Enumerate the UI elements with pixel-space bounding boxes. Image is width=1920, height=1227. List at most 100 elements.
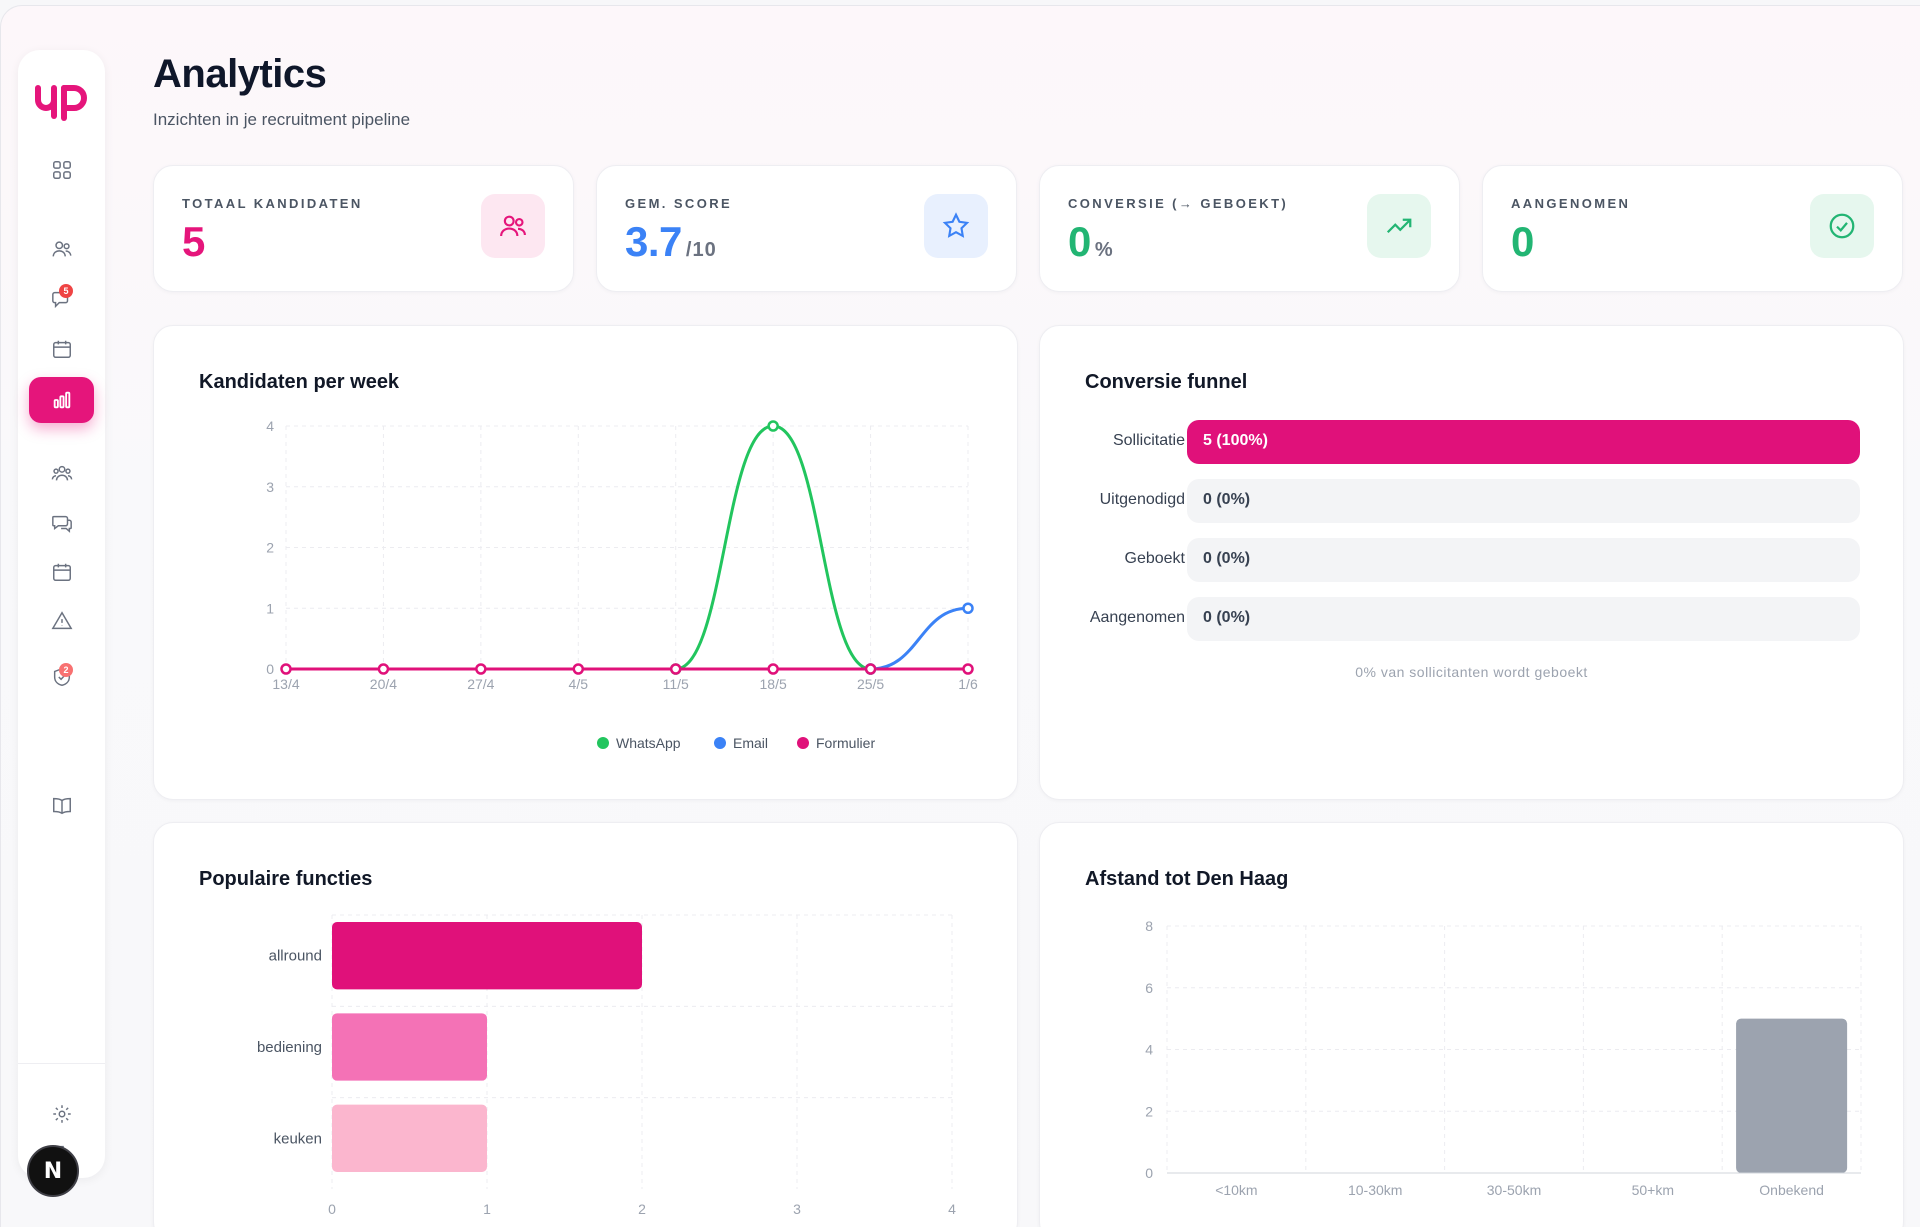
verified-badge: 2	[59, 663, 73, 677]
funnel-fill	[1187, 420, 1860, 464]
data-point	[962, 663, 974, 675]
legend-swatch	[597, 737, 609, 749]
users-icon	[481, 194, 545, 258]
x-tick-label: 0	[328, 1201, 336, 1217]
data-point	[767, 420, 779, 432]
legend-label: Formulier	[816, 735, 875, 751]
bar	[1736, 1018, 1848, 1173]
funnel-row: Aangenomen 0 (0%)	[1040, 597, 1903, 641]
analytics-icon[interactable]	[29, 377, 94, 423]
stat-value: 3.7/10	[625, 218, 717, 265]
legend-label: WhatsApp	[616, 735, 681, 751]
trending-up-icon	[1367, 194, 1431, 258]
legend-label: Email	[733, 735, 768, 751]
page-title: Analytics	[153, 52, 327, 96]
x-tick-label: 30-50km	[1487, 1182, 1541, 1198]
legend-swatch	[797, 737, 809, 749]
data-point	[572, 663, 585, 675]
candidates-icon[interactable]	[44, 231, 80, 267]
stat-value: 5	[182, 218, 205, 265]
funnel-label: Uitgenodigd	[1099, 491, 1185, 508]
stat-value: 0	[1511, 218, 1534, 265]
x-tick-label: 4/5	[569, 676, 589, 692]
funnel-value: 0 (0%)	[1203, 609, 1251, 626]
page-subtitle: Inzichten in je recruitment pipeline	[153, 110, 411, 129]
panel-distance: Afstand tot Den Haag 0 2 4 6 8 <10km 10-30km 30…	[1039, 822, 1904, 1227]
data-point	[767, 663, 779, 675]
book-icon[interactable]	[44, 788, 80, 824]
alert-icon[interactable]	[44, 603, 80, 639]
x-tick-label: 3	[793, 1201, 801, 1217]
funnel-row: Geboekt 0 (0%)	[1040, 538, 1903, 582]
data-point	[669, 663, 682, 675]
legend-swatch	[714, 737, 726, 749]
funnel-row: Sollicitatie 5 (100%)	[1040, 420, 1903, 464]
y-tick-label: 2	[266, 540, 274, 556]
funnel-track: 0 (0%)	[1187, 538, 1860, 582]
funnel-label: Sollicitatie	[1112, 432, 1185, 449]
x-tick-label: Onbekend	[1759, 1182, 1824, 1198]
x-tick-label: 4	[948, 1201, 956, 1217]
panel-popular-functions: Populaire functies 0 1 2 3 4 allround bedienin…	[153, 822, 1018, 1227]
y-tick-label: 8	[1145, 918, 1153, 934]
y-tick-label: 4	[266, 418, 274, 434]
x-tick-label: 11/5	[663, 676, 689, 692]
funnel-track: 0 (0%)	[1187, 597, 1860, 641]
y-tick-label: 0	[1145, 1165, 1153, 1181]
category-label: keuken	[274, 1130, 322, 1147]
panel-conversion-funnel: Conversie funnel Sollicitatie 5 (100%) U…	[1039, 325, 1904, 800]
funnel-value: 5 (100%)	[1203, 432, 1268, 449]
x-tick-label: 13/4	[272, 676, 299, 692]
x-tick-label: 1	[483, 1201, 491, 1217]
y-tick-label: 6	[1145, 980, 1153, 996]
funnel-label: Aangenomen	[1089, 609, 1185, 626]
dashboard-icon[interactable]	[44, 152, 80, 188]
stat-label: TOTAAL KANDIDATEN	[182, 196, 363, 211]
y-tick-label: 3	[266, 479, 274, 495]
stat-card-conversion: CONVERSIE (→ GEBOEKT) 0%	[1039, 165, 1460, 292]
x-tick-label: <10km	[1215, 1182, 1257, 1198]
panel-title: Kandidaten per week	[199, 371, 400, 393]
schedule-icon[interactable]	[44, 554, 80, 590]
stat-card-hired: AANGENOMEN 0	[1482, 165, 1903, 292]
dev-tools-bubble[interactable]: N	[27, 1145, 79, 1197]
bar	[332, 1104, 487, 1172]
y-tick-label: 4	[1145, 1042, 1153, 1058]
x-tick-label: 25/5	[857, 676, 884, 692]
panel-title: Conversie funnel	[1085, 371, 1248, 393]
check-circle-icon	[1810, 194, 1874, 258]
star-icon	[924, 194, 988, 258]
panel-title: Populaire functies	[199, 868, 373, 890]
y-tick-label: 1	[266, 600, 274, 616]
stat-card-total-candidates: TOTAAL KANDIDATEN 5	[153, 165, 574, 292]
x-tick-label: 2	[638, 1201, 646, 1217]
stat-card-avg-score: GEM. SCORE 3.7/10	[596, 165, 1017, 292]
bar	[332, 922, 642, 990]
x-tick-label: 10-30km	[1348, 1182, 1402, 1198]
stat-label: AANGENOMEN	[1511, 196, 1631, 211]
data-point	[377, 663, 390, 675]
stat-label: GEM. SCORE	[625, 196, 733, 211]
series-line-email	[870, 606, 969, 671]
funnel-note: 0% van sollicitanten wordt geboekt	[1355, 664, 1588, 680]
settings-icon[interactable]	[44, 1096, 80, 1132]
chat-icon[interactable]	[44, 505, 80, 541]
horizontal-bar-chart: 0 1 2 3 4 allround bediening keuken	[257, 914, 956, 1217]
sidebar-divider	[18, 1063, 105, 1064]
x-tick-label: 1/6	[958, 676, 978, 692]
calendar-icon[interactable]	[44, 331, 80, 367]
x-tick-label: 20/4	[370, 676, 397, 692]
x-tick-label: 27/4	[467, 676, 494, 692]
line-chart: 0 1 2 3 4 13/4 20/4 27/4 4/5 11/5 18/5 25/5 1/6 Whats…	[266, 418, 978, 751]
team-icon[interactable]	[44, 455, 80, 491]
app-logo[interactable]	[32, 74, 92, 126]
funnel-value: 0 (0%)	[1203, 550, 1251, 567]
funnel-row: Uitgenodigd 0 (0%)	[1040, 479, 1903, 523]
data-point	[962, 602, 974, 614]
bar	[332, 1013, 487, 1081]
funnel-label: Geboekt	[1124, 550, 1185, 567]
y-tick-label: 2	[1145, 1103, 1153, 1119]
sidebar: 5 2	[18, 50, 105, 1178]
funnel-track: 0 (0%)	[1187, 479, 1860, 523]
data-point	[475, 663, 487, 675]
